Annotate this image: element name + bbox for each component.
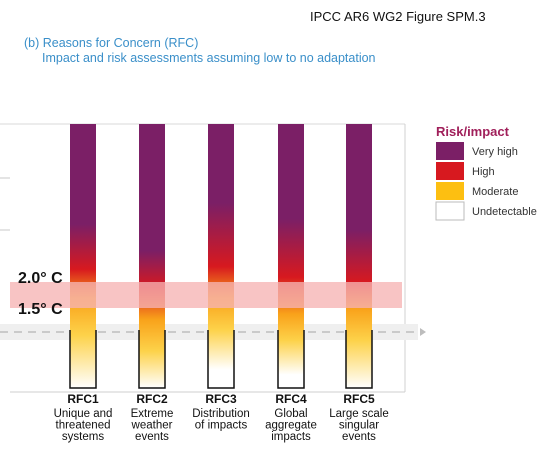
legend-label: Moderate bbox=[472, 186, 518, 198]
warming-band-rect bbox=[10, 282, 402, 308]
rfc-bar-outline bbox=[345, 330, 373, 389]
panel-subtitle: Impact and risk assessments assuming low… bbox=[42, 51, 376, 65]
rfc-desc-label: systems bbox=[62, 431, 104, 443]
reference-arrow bbox=[420, 328, 426, 336]
warming-label-1-5: 1.5° C bbox=[18, 301, 63, 318]
rfc-bar-outline bbox=[138, 330, 166, 389]
rfc-desc-label: singular bbox=[339, 420, 379, 432]
rfc-desc-label: events bbox=[135, 431, 169, 443]
figure-reference: IPCC AR6 WG2 Figure SPM.3 bbox=[310, 9, 486, 24]
legend-swatch-undetectable bbox=[435, 201, 465, 221]
legend-swatch-moderate bbox=[436, 182, 464, 200]
rfc-desc-label: of impacts bbox=[195, 420, 248, 432]
rfc-desc-label: impacts bbox=[271, 431, 311, 443]
legend-label: Undetectable bbox=[472, 206, 537, 218]
legend-swatch-high bbox=[436, 162, 464, 180]
rfc-id-label: RFC2 bbox=[136, 392, 168, 406]
legend: Risk/impact Very high High Moderate Undetect… bbox=[435, 124, 537, 221]
panel-title: (b) Reasons for Concern (RFC) bbox=[24, 36, 199, 50]
rfc-bar-4 bbox=[278, 124, 304, 388]
rfc-id-label: RFC4 bbox=[275, 392, 307, 406]
rfc-id-label: RFC5 bbox=[343, 392, 375, 406]
legend-title: Risk/impact bbox=[436, 124, 510, 139]
rfc-desc-label: weather bbox=[131, 420, 173, 432]
warming-label-2-0: 2.0° C bbox=[18, 270, 63, 287]
rfc-desc-label: events bbox=[342, 431, 376, 443]
rfc-desc-label: aggregate bbox=[265, 420, 317, 432]
legend-label: Very high bbox=[472, 146, 518, 158]
rfc-desc-label: threatened bbox=[56, 420, 111, 432]
rfc-bar-outline bbox=[277, 330, 305, 389]
rfc-bar-1 bbox=[70, 124, 96, 388]
warming-band: 2.0° C 1.5° C bbox=[10, 270, 402, 318]
legend-swatch-very-high bbox=[436, 142, 464, 160]
rfc-desc-label: Large scale bbox=[329, 408, 388, 420]
rfc-bar-outline bbox=[69, 330, 97, 389]
legend-label: High bbox=[472, 166, 495, 178]
rfc-bars bbox=[69, 124, 373, 389]
rfc-desc-label: Global bbox=[274, 408, 307, 420]
rfc-bar-2 bbox=[139, 124, 165, 388]
rfc-bar-5 bbox=[346, 124, 372, 388]
rfc-id-label: RFC3 bbox=[205, 392, 237, 406]
rfc-id-label: RFC1 bbox=[67, 392, 99, 406]
rfc-desc-label: Unique and bbox=[54, 408, 113, 420]
rfc-bar-outline bbox=[207, 330, 235, 389]
rfc-bar-3 bbox=[208, 124, 234, 388]
rfc-desc-label: Distribution bbox=[192, 408, 250, 420]
rfc-desc-label: Extreme bbox=[131, 408, 174, 420]
